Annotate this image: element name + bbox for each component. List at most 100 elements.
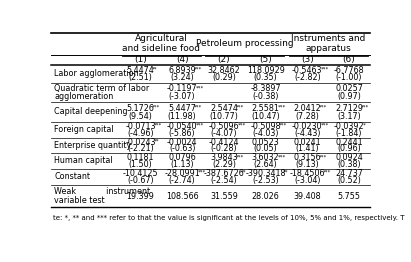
Text: 5.4477: 5.4477 (168, 103, 196, 113)
Text: **: ** (154, 139, 159, 144)
Text: ***: *** (194, 104, 202, 110)
Text: -0.1197: -0.1197 (167, 84, 197, 93)
Text: 0.0241: 0.0241 (293, 138, 321, 147)
Text: -0.5463: -0.5463 (292, 66, 323, 75)
Text: 0.0257: 0.0257 (335, 84, 363, 93)
Text: (-1.00): (-1.00) (336, 73, 362, 82)
Text: 0.1181: 0.1181 (127, 153, 154, 162)
Text: **: ** (152, 67, 158, 72)
Text: -6.7768: -6.7768 (334, 66, 365, 75)
Text: 5.4474: 5.4474 (127, 66, 154, 75)
Text: -0.0230: -0.0230 (292, 122, 323, 131)
Text: 3.9843: 3.9843 (210, 153, 238, 162)
Text: (11.98): (11.98) (168, 112, 196, 121)
Text: (0.52): (0.52) (337, 176, 361, 185)
Text: -0.5096: -0.5096 (208, 122, 239, 131)
Text: ***: *** (196, 123, 204, 128)
Text: 0.0796: 0.0796 (168, 153, 196, 162)
Text: (9.54): (9.54) (129, 112, 152, 121)
Text: (-3.04): (-3.04) (294, 176, 321, 185)
Text: *: * (363, 123, 365, 128)
Text: 24.737: 24.737 (335, 169, 363, 178)
Text: ***: *** (319, 104, 327, 110)
Text: ***: *** (238, 123, 246, 128)
Text: ***: *** (279, 123, 287, 128)
Text: -28.0991: -28.0991 (164, 169, 200, 178)
Text: 2.5474: 2.5474 (210, 103, 238, 113)
Text: 19.399: 19.399 (127, 192, 155, 201)
Text: ***: *** (323, 170, 331, 175)
Text: 2.0412: 2.0412 (293, 103, 321, 113)
Text: 0.0924: 0.0924 (335, 153, 363, 162)
Text: Enterprise quantity: Enterprise quantity (55, 141, 132, 150)
Text: 6.8939: 6.8939 (168, 66, 196, 75)
Text: 0.3156: 0.3156 (293, 153, 321, 162)
Text: (4): (4) (176, 55, 189, 64)
Text: 28.026: 28.026 (252, 192, 279, 201)
Text: Constant: Constant (55, 172, 90, 182)
Text: (-0.28): (-0.28) (210, 144, 237, 153)
Text: (-2.21): (-2.21) (127, 144, 154, 153)
Text: (2.64): (2.64) (254, 160, 277, 169)
Text: (3.17): (3.17) (337, 112, 361, 121)
Text: ***: *** (321, 67, 329, 72)
Text: (-0.38): (-0.38) (252, 92, 279, 101)
Text: 31.559: 31.559 (210, 192, 238, 201)
Text: (-2.74): (-2.74) (169, 176, 196, 185)
Text: 2.5581: 2.5581 (252, 103, 279, 113)
Text: -387.6726: -387.6726 (203, 169, 244, 178)
Text: (0.96): (0.96) (337, 144, 361, 153)
Text: 39.408: 39.408 (293, 192, 321, 201)
Text: (1.13): (1.13) (170, 160, 194, 169)
Text: -390.3418: -390.3418 (245, 169, 286, 178)
Text: (-3.07): (-3.07) (169, 92, 196, 101)
Text: (2.29): (2.29) (212, 160, 236, 169)
Text: (6): (6) (343, 55, 356, 64)
Text: (-4.43): (-4.43) (294, 129, 321, 138)
Text: (1.50): (1.50) (129, 160, 152, 169)
Text: (1.41): (1.41) (296, 144, 319, 153)
Text: ***: *** (197, 170, 206, 175)
Text: 108.566: 108.566 (166, 192, 199, 201)
Text: (2): (2) (217, 55, 230, 64)
Text: 118.0929: 118.0929 (247, 66, 284, 75)
Text: -18.4506: -18.4506 (290, 169, 325, 178)
Text: 32.8462: 32.8462 (208, 66, 240, 75)
Text: ***: *** (152, 104, 160, 110)
Text: (-2.53): (-2.53) (252, 176, 279, 185)
Text: -0.0392: -0.0392 (334, 122, 365, 131)
Text: -8.3897: -8.3897 (250, 84, 281, 93)
Text: te: *, ** and *** refer to that the value is significant at the levels of 10%, 5: te: *, ** and *** refer to that the valu… (53, 215, 404, 221)
Text: (3): (3) (301, 55, 314, 64)
Text: -0.0243: -0.0243 (125, 138, 156, 147)
Text: (0.29): (0.29) (212, 73, 236, 82)
Text: -0.0713: -0.0713 (125, 122, 156, 131)
Text: ***: *** (236, 154, 244, 159)
Text: Weak            instrument: Weak instrument (55, 187, 150, 196)
Text: (-4.96): (-4.96) (127, 129, 154, 138)
Text: (9.13): (9.13) (296, 160, 319, 169)
Text: (-0.63): (-0.63) (169, 144, 195, 153)
Text: Foreign capital: Foreign capital (55, 125, 114, 134)
Text: (5): (5) (259, 55, 272, 64)
Text: (-2.82): (-2.82) (294, 73, 321, 82)
Text: Quadratic term of labor: Quadratic term of labor (55, 84, 150, 93)
Text: 0.2441: 0.2441 (335, 138, 363, 147)
Text: 5.1726: 5.1726 (127, 103, 155, 113)
Text: Agricultural
and sideline food: Agricultural and sideline food (122, 34, 200, 53)
Text: -0.4124: -0.4124 (209, 138, 239, 147)
Text: (10.47): (10.47) (251, 112, 280, 121)
Text: -0.5098: -0.5098 (250, 122, 281, 131)
Text: ***: *** (154, 123, 162, 128)
Text: -0.0540: -0.0540 (167, 122, 197, 131)
Text: Instruments and
apparatus: Instruments and apparatus (291, 34, 365, 53)
Text: (-2.54): (-2.54) (210, 176, 237, 185)
Text: (10.77): (10.77) (210, 112, 238, 121)
Text: ***: *** (277, 154, 286, 159)
Text: Labor agglomeration: Labor agglomeration (55, 69, 139, 78)
Text: ***: *** (236, 104, 244, 110)
Text: (0.97): (0.97) (337, 92, 361, 101)
Text: (7.28): (7.28) (296, 112, 319, 121)
Text: ***: *** (196, 85, 204, 90)
Text: agglomeration: agglomeration (55, 92, 114, 101)
